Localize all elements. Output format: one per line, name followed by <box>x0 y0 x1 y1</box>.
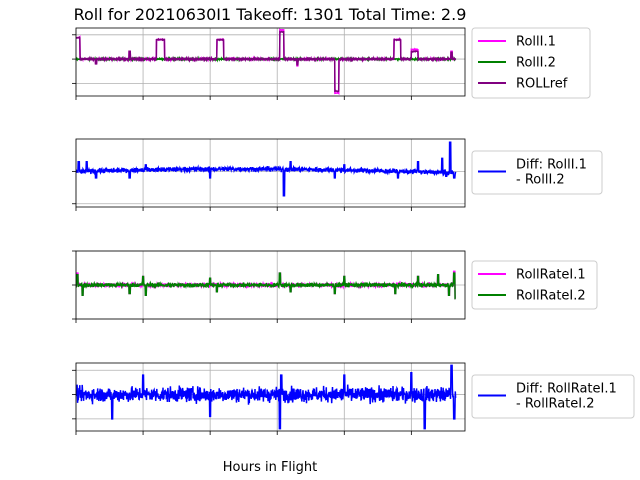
legend-label-line: - RollRateI.2 <box>516 397 595 412</box>
axes-frame <box>75 362 466 432</box>
legend: RollRateI.1 RollRateI.2 <box>471 260 598 310</box>
subplot-2: Diff: RollI.1- RollI.2 <box>72 138 603 211</box>
legend-label-line: RollI.1 <box>516 35 556 50</box>
axes-frame <box>75 27 466 97</box>
legend-label-2: RollI.2 <box>516 56 556 71</box>
legend-label-line: RollI.2 <box>516 56 556 71</box>
series-line-1 <box>76 364 457 430</box>
legend-label-3: ROLLref <box>516 77 568 92</box>
legend: Diff: RollRateI.1- RollRateI.2 <box>471 374 635 419</box>
subplot-3: RollRateI.1 RollRateI.2 <box>72 250 598 323</box>
legend-box <box>471 150 603 195</box>
series-line-3 <box>76 30 457 93</box>
legend: RollI.1 RollI.2 ROLLref <box>471 27 591 99</box>
legend-box <box>471 27 591 99</box>
legend-label-1: RollI.1 <box>516 35 556 50</box>
subplot-1: RollI.1 RollI.2 ROLLref <box>72 27 591 100</box>
x-axis-label: Hours in Flight <box>223 460 318 475</box>
legend-label-1: Diff: RollI.1- RollI.2 <box>516 158 587 188</box>
legend-box <box>471 374 635 419</box>
legend-label-line: ROLLref <box>516 77 568 92</box>
series-line-2 <box>76 272 456 300</box>
legend: Diff: RollI.1- RollI.2 <box>471 150 603 195</box>
legend-label-1: RollRateI.1 <box>516 268 586 283</box>
figure-title: Roll for 20210630I1 Takeoff: 1301 Total … <box>74 5 467 24</box>
subplot-4: Diff: RollRateI.1- RollRateI.2 <box>72 362 635 435</box>
legend-label-1: Diff: RollRateI.1- RollRateI.2 <box>516 382 617 412</box>
legend-label-2: RollRateI.2 <box>516 289 586 304</box>
legend-label-line: RollRateI.2 <box>516 289 586 304</box>
axes-frame <box>75 138 466 208</box>
series-line-1 <box>76 141 457 197</box>
legend-label-line: Diff: RollI.1 <box>516 158 587 173</box>
legend-label-line: Diff: RollRateI.1 <box>516 382 617 397</box>
legend-label-line: RollRateI.1 <box>516 268 586 283</box>
legend-label-line: - RollI.2 <box>516 173 565 188</box>
